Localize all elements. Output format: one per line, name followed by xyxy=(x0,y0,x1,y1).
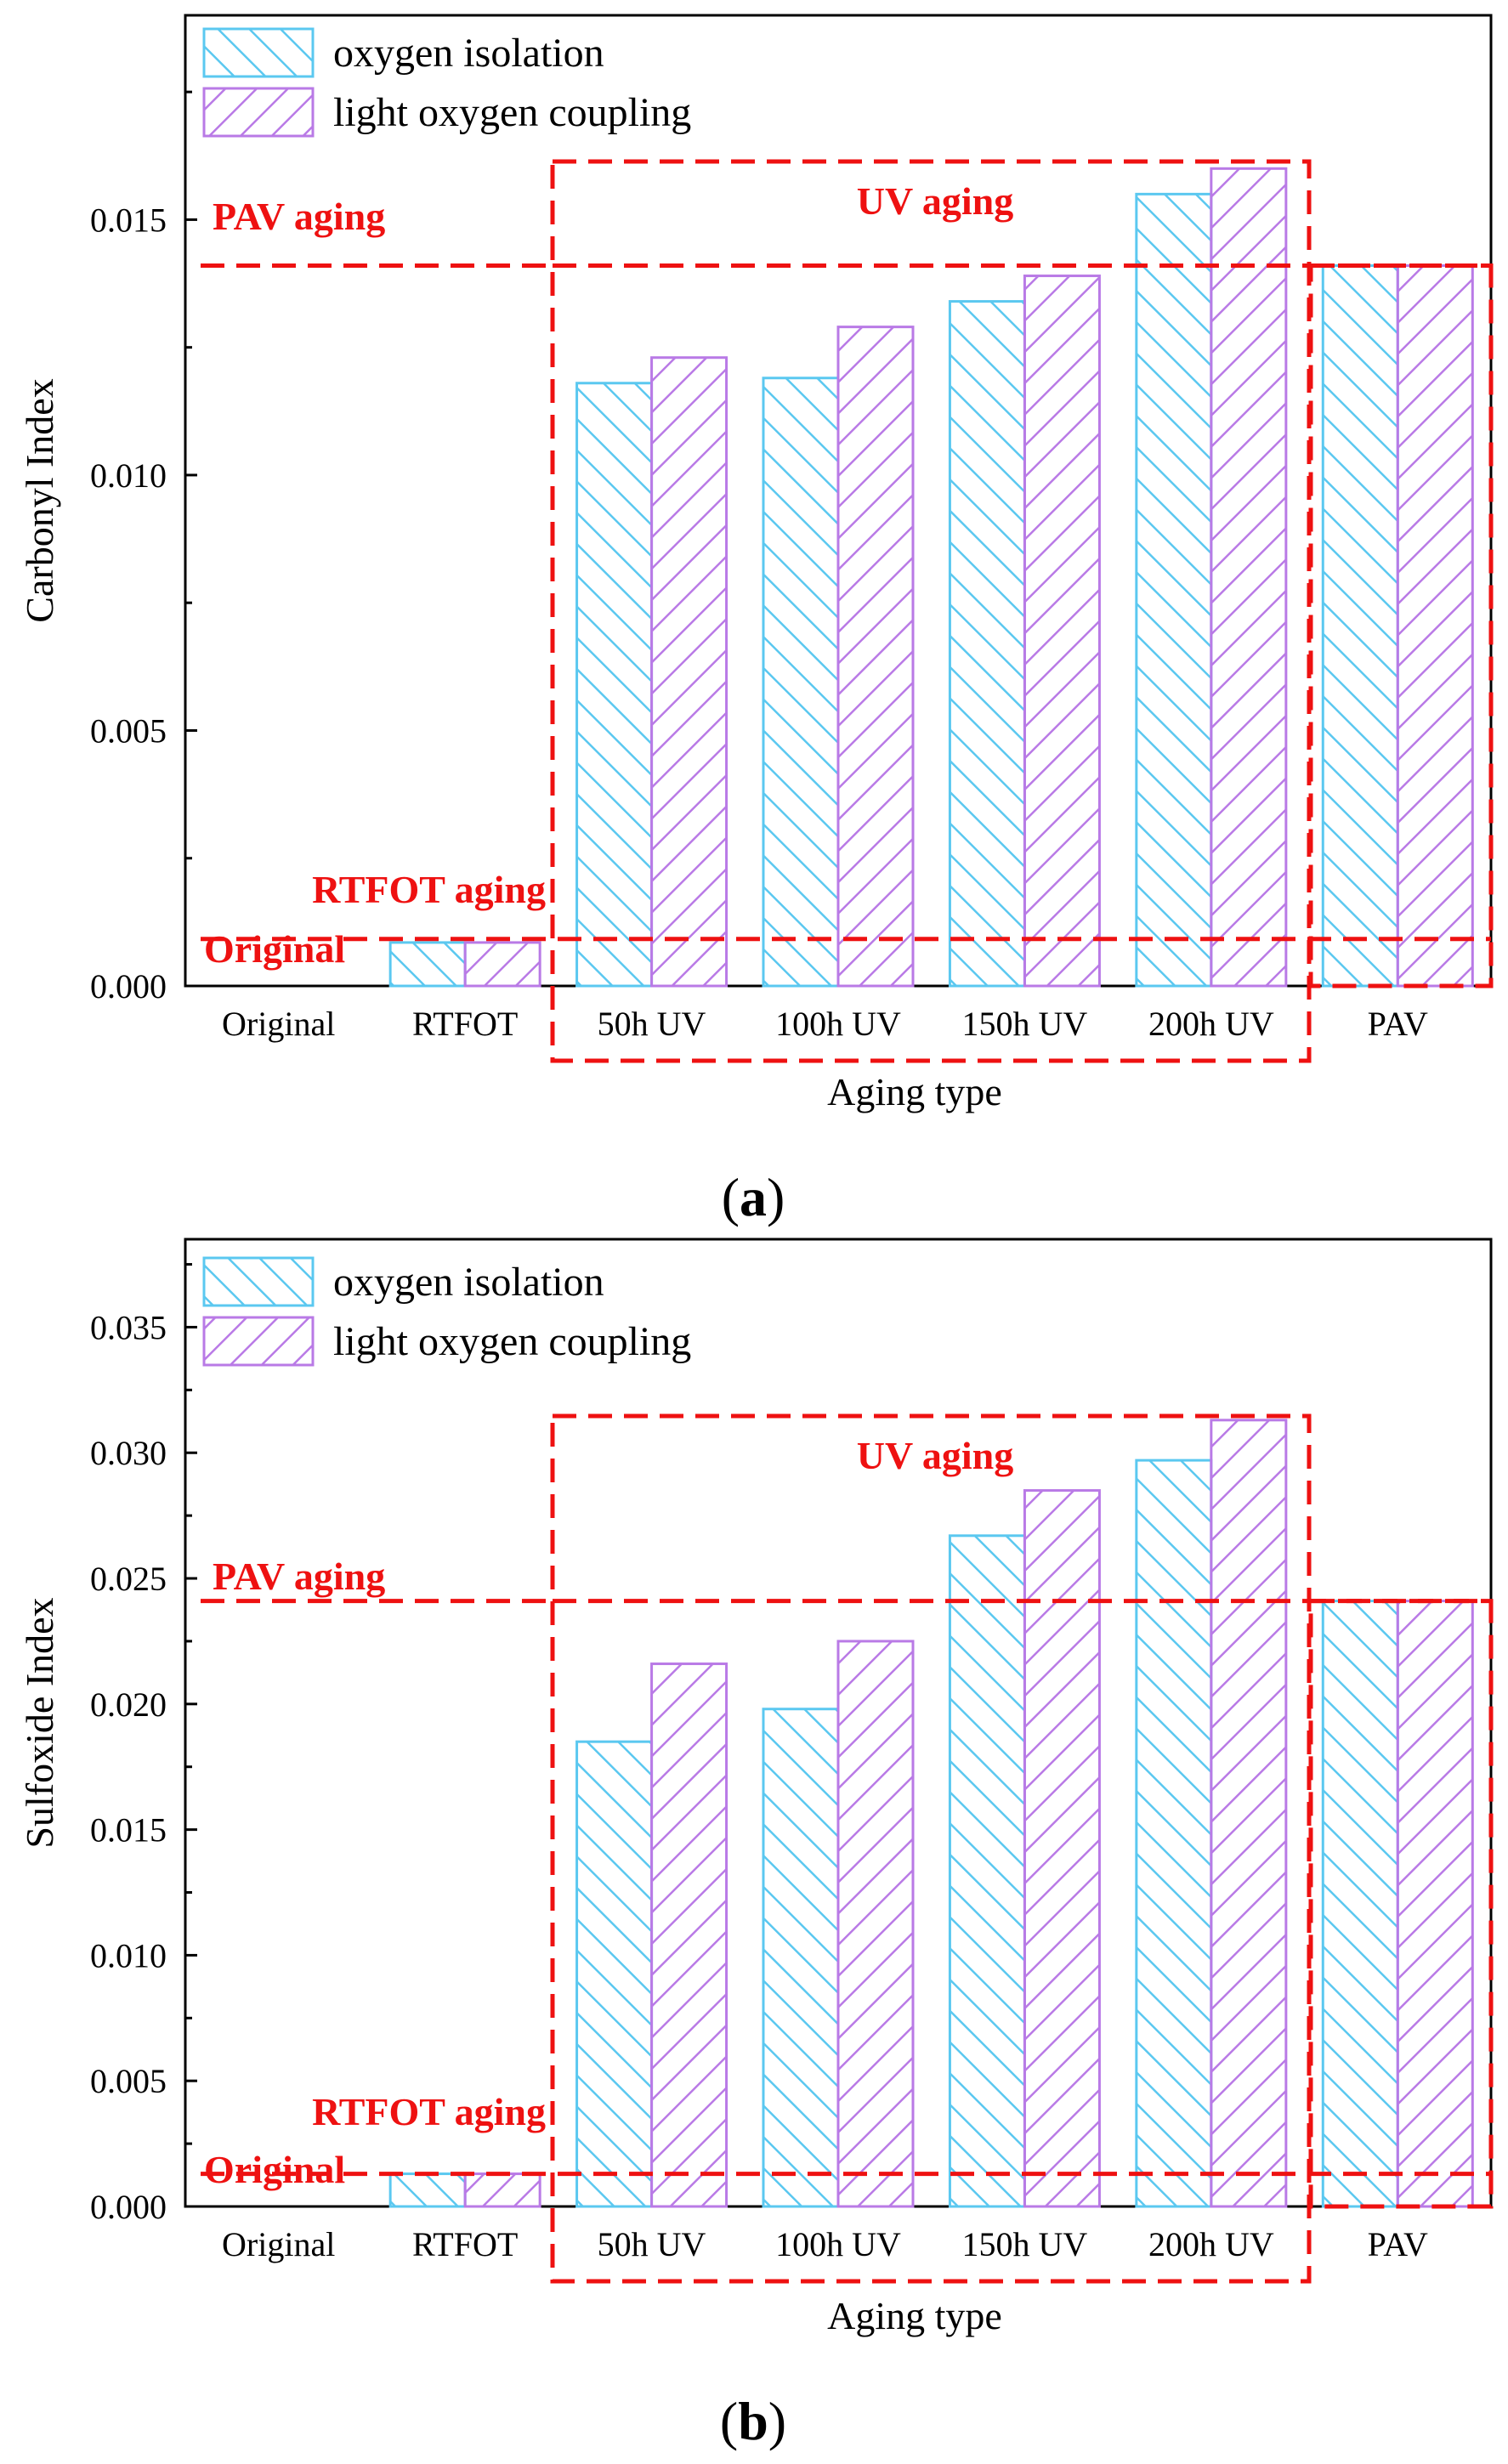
bar-light-oxygen-coupling xyxy=(836,326,915,988)
bar-oxygen-isolation xyxy=(1135,1459,1213,2208)
original-label: Original xyxy=(204,2148,345,2191)
bar-oxygen-isolation xyxy=(948,1534,1026,2208)
bar-light-oxygen-coupling xyxy=(1023,275,1101,988)
y-axis-title: Sulfoxide Index xyxy=(18,1597,61,1848)
legend-swatch-light-oxygen-coupling xyxy=(202,87,315,138)
bar-light-oxygen-coupling xyxy=(1396,1600,1474,2208)
pav-aging-label: PAV aging xyxy=(213,1555,385,1598)
panel-label-close: ) xyxy=(768,2391,786,2451)
pav-box xyxy=(1308,263,1494,988)
x-tick-label: Original xyxy=(222,1005,335,1043)
rtfot-aging-label: RTFOT aging xyxy=(312,868,546,911)
x-tick-label: RTFOT xyxy=(412,2225,518,2263)
bar-light-oxygen-coupling xyxy=(1023,1489,1101,2208)
y-tick-label: 0.010 xyxy=(90,456,167,495)
legend-label: oxygen isolation xyxy=(333,31,604,76)
x-tick-label: Original xyxy=(222,2225,335,2263)
legend-swatch-oxygen-isolation xyxy=(202,27,315,78)
panel-label-letter: b xyxy=(738,2391,768,2451)
x-tick-label: 200h UV xyxy=(1148,2225,1274,2263)
panel-label: (a) xyxy=(722,1167,785,1227)
legend-swatch-light-oxygen-coupling xyxy=(202,1316,315,1367)
y-tick-label: 0.010 xyxy=(90,1936,167,1974)
bar-light-oxygen-coupling xyxy=(650,1662,728,2208)
x-tick-label: PAV xyxy=(1368,2225,1428,2263)
bar-oxygen-isolation xyxy=(762,1708,840,2208)
y-tick-label: 0.015 xyxy=(90,1811,167,1849)
x-tick-label: 100h UV xyxy=(775,1005,901,1043)
legend-swatch-oxygen-isolation xyxy=(202,1256,315,1307)
bar-oxygen-isolation xyxy=(948,300,1026,988)
x-tick-label: 150h UV xyxy=(962,2225,1088,2263)
bar-oxygen-isolation xyxy=(388,2172,467,2208)
bar-oxygen-isolation xyxy=(388,941,467,988)
x-tick-label: 50h UV xyxy=(598,2225,706,2263)
x-tick-label: 150h UV xyxy=(962,1005,1088,1043)
original-label: Original xyxy=(204,927,345,971)
legend-label: light oxygen coupling xyxy=(333,90,691,135)
bar-oxygen-isolation xyxy=(575,1740,654,2208)
rtfot-aging-label: RTFOT aging xyxy=(312,2090,546,2133)
sulfoxide-index-chart: 0.000 0.005 0.010 0.015 0.020 0.025 0.030 0.035… xyxy=(18,1238,1494,2451)
y-tick-label: 0.005 xyxy=(90,2062,167,2100)
panel-label-close: ) xyxy=(767,1167,785,1227)
x-axis-title: Aging type xyxy=(827,1070,1002,1113)
panel-label-letter: a xyxy=(740,1167,767,1227)
carbonyl-index-chart: 0.000 0.005 0.010 0.015 Original RTFOT 50h UV 1… xyxy=(18,14,1494,1227)
bar-oxygen-isolation xyxy=(1135,192,1213,988)
pav-box xyxy=(1308,1599,1494,2209)
x-tick-label: 50h UV xyxy=(598,1005,706,1043)
x-tick-label: 200h UV xyxy=(1148,1005,1274,1043)
x-tick-label: 100h UV xyxy=(775,2225,901,2263)
legend-label: oxygen isolation xyxy=(333,1260,604,1305)
y-axis-title: Carbonyl Index xyxy=(18,378,61,622)
panel-label-open: ( xyxy=(720,2391,738,2451)
panel-label-open: ( xyxy=(722,1167,740,1227)
y-tick-label: 0.025 xyxy=(90,1560,167,1598)
bar-oxygen-isolation xyxy=(1321,1600,1399,2208)
x-tick-label: PAV xyxy=(1368,1005,1428,1043)
y-tick-label: 0.000 xyxy=(90,967,167,1005)
bar-light-oxygen-coupling xyxy=(1396,264,1474,988)
bar-oxygen-isolation xyxy=(762,377,840,988)
uv-aging-label: UV aging xyxy=(857,1434,1013,1477)
uv-aging-label: UV aging xyxy=(857,179,1013,223)
y-tick-label: 0.005 xyxy=(90,711,167,750)
y-tick-label: 0.015 xyxy=(90,201,167,239)
bar-light-oxygen-coupling xyxy=(650,356,728,988)
x-axis-title: Aging type xyxy=(827,2294,1002,2337)
bar-light-oxygen-coupling xyxy=(1210,167,1288,988)
panel-label: (b) xyxy=(720,2391,786,2451)
bar-oxygen-isolation xyxy=(1321,264,1399,988)
x-tick-label: RTFOT xyxy=(412,1005,518,1043)
y-tick-label: 0.000 xyxy=(90,2188,167,2226)
legend-label: light oxygen coupling xyxy=(333,1319,691,1364)
pav-aging-label: PAV aging xyxy=(213,195,385,238)
bar-light-oxygen-coupling xyxy=(463,941,541,988)
bar-light-oxygen-coupling xyxy=(836,1640,915,2208)
uv-aging-box xyxy=(550,159,1312,1063)
bar-light-oxygen-coupling xyxy=(463,2172,541,2208)
bar-oxygen-isolation xyxy=(575,382,654,988)
y-tick-label: 0.035 xyxy=(90,1308,167,1346)
y-tick-label: 0.030 xyxy=(90,1434,167,1472)
y-tick-label: 0.020 xyxy=(90,1685,167,1724)
bar-light-oxygen-coupling xyxy=(1210,1419,1288,2208)
